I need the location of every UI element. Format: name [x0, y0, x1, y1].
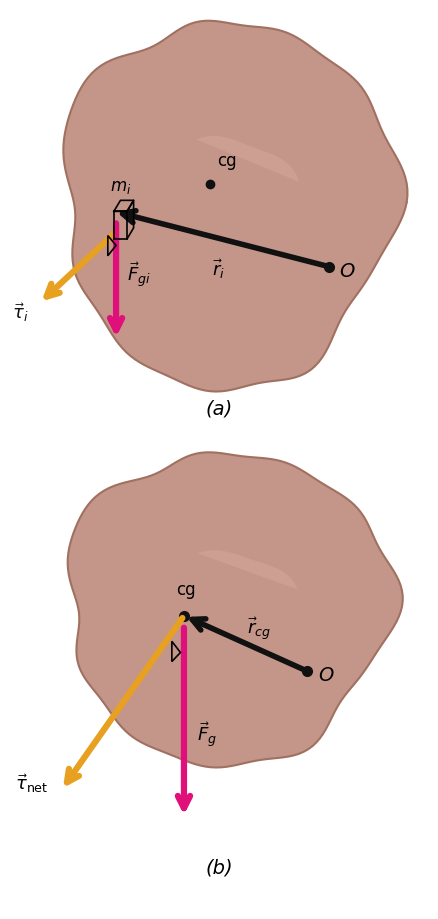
Text: (b): (b): [205, 859, 233, 878]
Polygon shape: [64, 21, 407, 391]
Text: $\vec{r}_{cg}$: $\vec{r}_{cg}$: [247, 616, 272, 643]
Text: $\vec{F}_g$: $\vec{F}_g$: [197, 720, 217, 750]
Text: $\vec{r}_i$: $\vec{r}_i$: [212, 257, 226, 281]
Text: $O$: $O$: [318, 666, 334, 685]
Text: (a): (a): [205, 400, 233, 418]
Polygon shape: [198, 550, 297, 589]
Text: $O$: $O$: [339, 262, 356, 280]
Text: $\vec{F}_{gi}$: $\vec{F}_{gi}$: [127, 261, 151, 290]
Polygon shape: [68, 452, 403, 767]
Text: cg: cg: [177, 581, 196, 599]
Text: $\vec{\tau}_{\mathrm{net}}$: $\vec{\tau}_{\mathrm{net}}$: [15, 772, 48, 795]
Text: cg: cg: [217, 152, 237, 170]
Text: $m_i$: $m_i$: [110, 178, 131, 197]
Polygon shape: [197, 136, 299, 182]
Text: $\vec{\tau}_i$: $\vec{\tau}_i$: [12, 301, 28, 323]
